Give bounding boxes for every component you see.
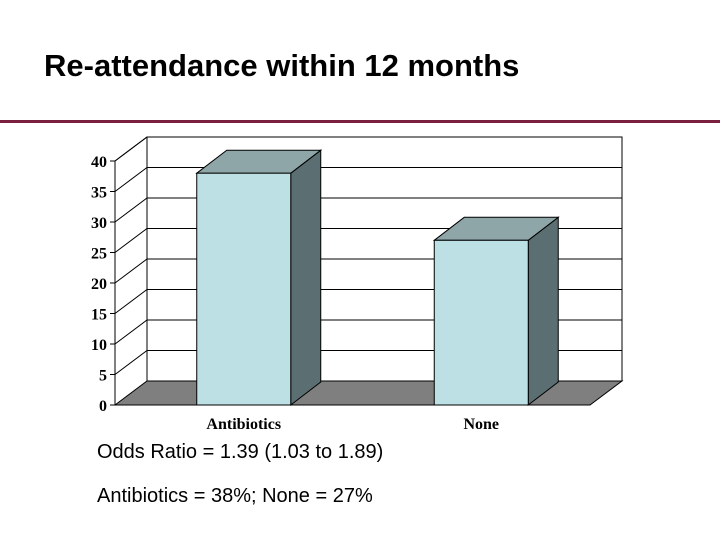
x-category-label: Antibiotics	[206, 416, 281, 433]
y-tick-label: 20	[91, 276, 107, 293]
y-axis-top-edge	[114, 136, 148, 162]
y-tick-label: 35	[91, 185, 107, 202]
y-tick-label: 10	[91, 337, 107, 354]
bar-front	[196, 172, 292, 406]
bar-front	[433, 239, 529, 406]
title-divider	[0, 120, 720, 123]
bar-none	[432, 216, 560, 407]
bar-side	[527, 216, 559, 407]
bar-side	[290, 149, 322, 407]
y-tick-label: 5	[99, 368, 107, 385]
y-tick-label: 15	[91, 307, 107, 324]
chart-bars	[195, 149, 560, 407]
percentages-note: Antibiotics = 38%; None = 27%	[97, 485, 373, 507]
gridline	[114, 197, 622, 223]
y-tick-label: 0	[99, 398, 107, 415]
y-tick-label: 25	[91, 246, 107, 263]
odds-ratio-note: Odds Ratio = 1.39 (1.03 to 1.89)	[97, 441, 384, 463]
y-tick-label: 30	[91, 215, 107, 232]
chart-x-labels: Antibiotics None	[206, 416, 499, 433]
gridline	[114, 167, 622, 192]
x-category-label: None	[463, 416, 499, 433]
slide-title: Re-attendance within 12 months	[44, 48, 520, 83]
bar-antibiotics	[195, 149, 323, 407]
y-tick-label: 40	[91, 154, 107, 171]
chart-y-axis: 0 5 10 15 20 25 30 35 40	[91, 136, 148, 415]
